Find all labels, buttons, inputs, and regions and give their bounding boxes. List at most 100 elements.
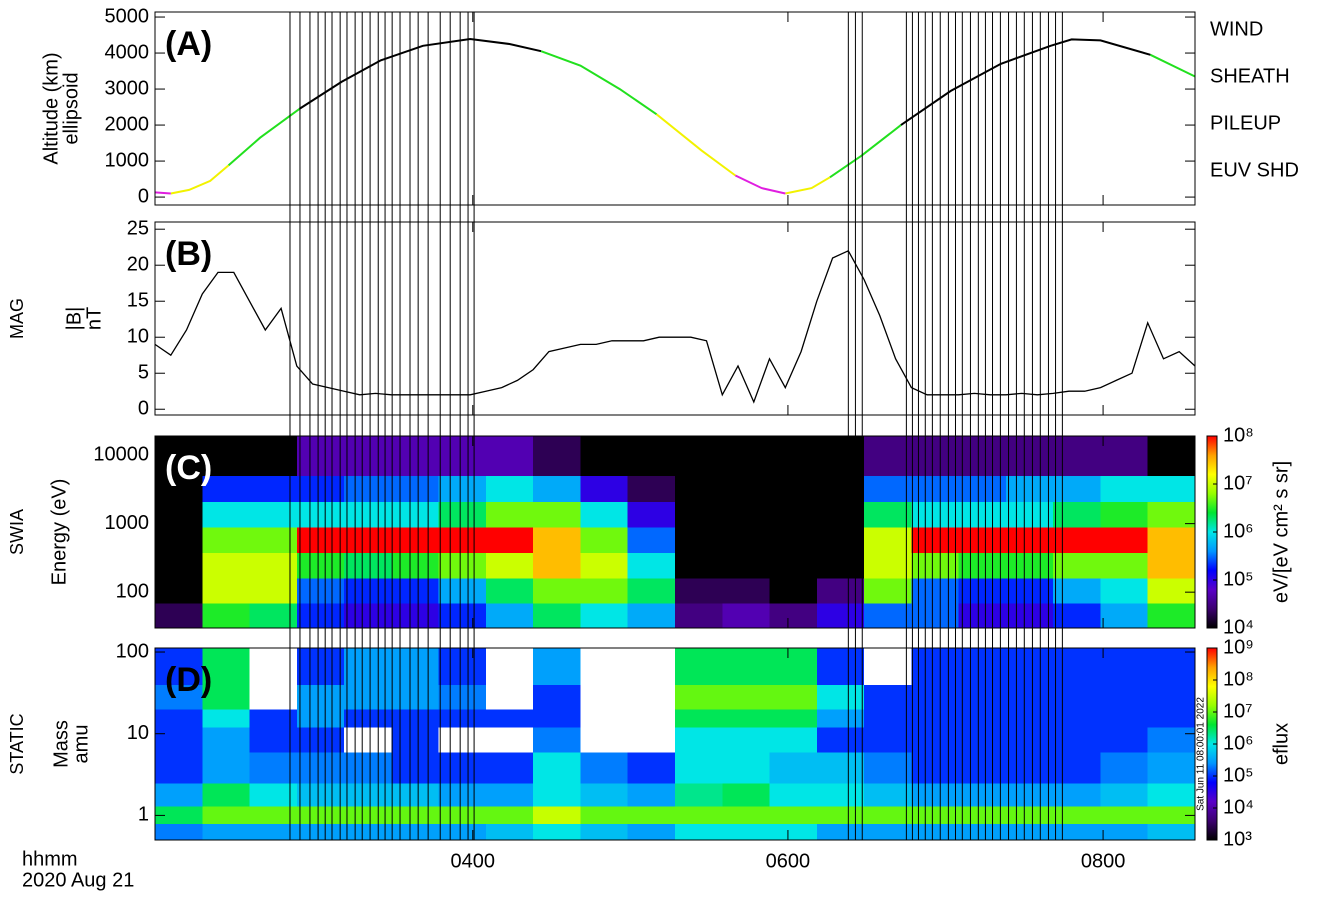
heatmap-cell: [675, 685, 723, 710]
heatmap-cell: [1053, 552, 1101, 578]
heatmap-cell: [1100, 823, 1148, 840]
heatmap-cell: [722, 476, 770, 502]
y-tick-label: 10: [127, 326, 149, 348]
chart: hhmm 2020 Aug 21 WINDSHEATHPILEUPEUV SHD…: [0, 0, 1322, 897]
heatmap-cell: [533, 603, 581, 629]
heatmap-cell: [1148, 527, 1196, 553]
heatmap-cell: [155, 783, 203, 807]
heatmap-cell: [202, 527, 250, 553]
heatmap-cell: [155, 709, 203, 728]
heatmap-cell: [297, 436, 345, 476]
heatmap-cell: [675, 783, 723, 807]
heatmap-cell: [770, 476, 818, 502]
time-unit-label: hhmm: [22, 848, 78, 870]
heatmap-cell: [628, 685, 676, 710]
heatmap-cell: [817, 502, 865, 528]
panel-frame: [155, 12, 1195, 205]
heatmap-cell: [155, 823, 203, 840]
heatmap-cell: [864, 476, 912, 502]
heatmap-cell: [722, 685, 770, 710]
heatmap-cell: [486, 527, 534, 553]
colorbar-tick-label: 10⁶: [1223, 520, 1253, 542]
heatmap-cell: [959, 476, 1007, 502]
heatmap-cell: [439, 823, 487, 840]
heatmap-cell: [722, 436, 770, 476]
heatmap-cell: [439, 727, 487, 752]
legend-entry: WIND: [1210, 18, 1263, 40]
heatmap-cell: [770, 648, 818, 685]
heatmap-cell: [439, 648, 487, 685]
colorbar-tick-label: 10⁴: [1223, 616, 1254, 638]
heatmap-cell: [628, 476, 676, 502]
heatmap-cell: [1006, 823, 1054, 840]
y-axis-label: ellipsoid: [60, 72, 82, 144]
heatmap-cell: [628, 823, 676, 840]
heatmap-cell: [959, 806, 1007, 824]
heatmap-cell: [297, 823, 345, 840]
heatmap-cell: [1053, 685, 1101, 710]
heatmap-cell: [1006, 685, 1054, 710]
heatmap-cell: [533, 436, 581, 476]
heatmap-cell: [864, 603, 912, 629]
heatmap-cell: [817, 752, 865, 784]
colorbar-tick-label: 10⁵: [1223, 568, 1254, 590]
heatmap-cell: [1006, 527, 1054, 553]
heatmap-cell: [1053, 436, 1101, 476]
heatmap-cell: [959, 709, 1007, 728]
heatmap-cell: [817, 648, 865, 685]
heatmap-cell: [486, 823, 534, 840]
heatmap-cell: [864, 527, 912, 553]
heatmap-cell: [628, 783, 676, 807]
heatmap-cell: [202, 752, 250, 784]
line-layer: [155, 39, 1195, 402]
heatmap-cell: [864, 823, 912, 840]
heatmap-cell: [1100, 752, 1148, 784]
heatmap-cell: [1100, 476, 1148, 502]
heatmap-cell: [1148, 648, 1196, 685]
heatmap-cell: [817, 806, 865, 824]
heatmap-cell: [722, 823, 770, 840]
heatmap-cell: [817, 823, 865, 840]
heatmap-cell: [864, 502, 912, 528]
heatmap-cell: [297, 527, 345, 553]
heatmap-cell: [439, 552, 487, 578]
heatmap-cell: [770, 436, 818, 476]
heatmap-cell: [533, 783, 581, 807]
heatmap-cell: [675, 578, 723, 603]
y-tick-label: 100: [116, 640, 149, 662]
heatmap-cell: [1006, 727, 1054, 752]
heatmap-cell: [391, 648, 439, 685]
y-axis-label: nT: [83, 307, 105, 330]
heatmap-cell: [391, 527, 439, 553]
heatmap-cell: [770, 502, 818, 528]
heatmap-cell: [533, 476, 581, 502]
heatmap-cell: [675, 752, 723, 784]
heatmap-cell: [1100, 783, 1148, 807]
heatmap-cell: [959, 527, 1007, 553]
heatmap-cell: [202, 823, 250, 840]
heatmap-cell: [533, 709, 581, 728]
heatmap-cell: [580, 527, 628, 553]
heatmap-cell: [959, 752, 1007, 784]
heatmap-cell: [1148, 603, 1196, 629]
timestamp: Sat Jun 11 08:00:01 2022: [1196, 697, 1207, 811]
heatmap-cell: [817, 527, 865, 553]
heatmap-cell: [1053, 783, 1101, 807]
heatmap-cell: [1006, 709, 1054, 728]
heatmap-cell: [580, 648, 628, 685]
y-axis-label: amu: [70, 725, 92, 764]
heatmap-cell: [1006, 502, 1054, 528]
heatmap-cell: [864, 436, 912, 476]
heatmap-cell: [297, 783, 345, 807]
panel-label: (C): [165, 449, 212, 487]
heatmap-cell: [864, 806, 912, 824]
heatmap-cell: [628, 603, 676, 629]
heatmap-cell: [439, 502, 487, 528]
heatmap-cell: [1100, 578, 1148, 603]
heatmap-cell: [1100, 502, 1148, 528]
y-tick-label: 2000: [105, 113, 150, 135]
heatmap-cell: [675, 476, 723, 502]
heatmap-cell: [722, 752, 770, 784]
heatmap-cell: [439, 685, 487, 710]
heatmap-cell: [439, 527, 487, 553]
